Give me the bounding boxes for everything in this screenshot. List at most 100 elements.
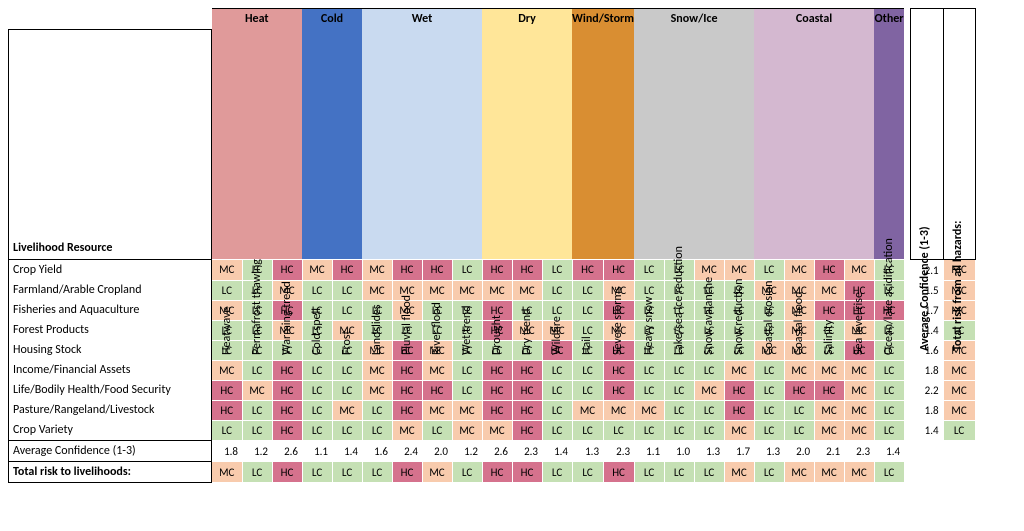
risk-cell: HC [603, 380, 634, 400]
risk-cell: MC [392, 420, 422, 441]
risk-cell: LC [212, 280, 243, 300]
avg-confidence-header: Average Confidence (1-3) [911, 9, 944, 260]
risk-cell: HC [392, 380, 422, 400]
risk-matrix-table: HeatColdWetDryWind/StormSnow/IceCoastalO… [8, 8, 976, 483]
risk-cell: HC [512, 360, 542, 380]
risk-cell: HC [482, 400, 512, 420]
col-total: MC [724, 462, 754, 483]
col-total: MC [784, 462, 814, 483]
risk-cell: LC [542, 360, 572, 380]
risk-cell: HC [272, 400, 302, 420]
risk-cell: LC [572, 360, 603, 380]
risk-cell: HC [272, 380, 302, 400]
hazard-header: Cold spell [302, 29, 332, 260]
row-label: Pasture/Rangeland/Livestock [9, 400, 212, 420]
risk-cell: LC [572, 380, 603, 400]
col-avg: 1.0 [664, 441, 694, 462]
risk-cell: LC [634, 360, 664, 380]
risk-cell: LC [572, 300, 603, 320]
risk-cell: LC [422, 420, 452, 441]
risk-cell: MC [422, 360, 452, 380]
risk-cell: LC [542, 400, 572, 420]
risk-cell: LC [664, 420, 694, 441]
col-total: LC [694, 462, 724, 483]
risk-cell: LC [754, 420, 784, 441]
risk-cell: HC [724, 400, 754, 420]
risk-cell: LC [332, 280, 362, 300]
risk-cell: MC [422, 400, 452, 420]
col-total: MC [212, 462, 243, 483]
risk-cell: MC [212, 360, 243, 380]
risk-cell: LC [302, 360, 332, 380]
risk-cell: LC [754, 400, 784, 420]
risk-cell: MC [724, 360, 754, 380]
col-total: HC [392, 462, 422, 483]
risk-cell: HC [212, 380, 243, 400]
col-avg: 1.7 [724, 441, 754, 462]
risk-cell: MC [452, 280, 482, 300]
hazard-header: Heavy snow [634, 29, 664, 260]
risk-cell: LC [242, 400, 272, 420]
col-avg: 2.3 [512, 441, 542, 462]
hazard-header: Severe storms [603, 29, 634, 260]
risk-cell: MC [724, 420, 754, 441]
risk-cell: HC [724, 380, 754, 400]
risk-cell: LC [603, 420, 634, 441]
risk-cell: LC [784, 420, 814, 441]
row-label: Crop Variety [9, 420, 212, 441]
col-total: HC [482, 462, 512, 483]
col-total: HC [272, 462, 302, 483]
risk-cell: HC [482, 380, 512, 400]
total-risk-header: Total risk from all hazards: [943, 9, 975, 260]
col-avg: 2.3 [603, 441, 634, 462]
risk-cell: MC [362, 380, 392, 400]
risk-cell: LC [452, 380, 482, 400]
col-total: LC [542, 462, 572, 483]
risk-cell: HC [482, 360, 512, 380]
risk-cell: LC [332, 420, 362, 441]
risk-cell: HC [814, 300, 844, 320]
risk-cell: MC [242, 380, 272, 400]
row-label: Fisheries and Aquaculture [9, 300, 212, 320]
col-total: HC [603, 462, 634, 483]
risk-cell: LC [754, 380, 784, 400]
col-avg: 1.8 [212, 441, 243, 462]
row-label: Housing Stock [9, 340, 212, 360]
col-total: LC [634, 462, 664, 483]
col-total: LC [362, 462, 392, 483]
risk-cell: MC [422, 280, 452, 300]
col-total: LC [452, 462, 482, 483]
col-avg: 1.1 [634, 441, 664, 462]
row-label: Income/Financial Assets [9, 360, 212, 380]
risk-cell: HC [512, 380, 542, 400]
hazard-header: Salinity [814, 29, 844, 260]
risk-cell: LC [634, 380, 664, 400]
col-avg: 2.0 [422, 441, 452, 462]
row-total: MC [943, 360, 975, 380]
risk-cell: HC [392, 360, 422, 380]
risk-cell: LC [664, 400, 694, 420]
col-total: LC [302, 462, 332, 483]
risk-cell: HC [814, 380, 844, 400]
col-avg: 2.1 [814, 441, 844, 462]
hazard-header: River flood [422, 29, 452, 260]
col-avg: 2.6 [482, 441, 512, 462]
risk-cell: MC [482, 420, 512, 441]
risk-cell: MC [452, 400, 482, 420]
risk-cell: MC [814, 400, 844, 420]
col-avg: 1.3 [754, 441, 784, 462]
risk-cell: MC [482, 280, 512, 300]
hazard-header: Sea level rise [844, 29, 874, 260]
risk-cell: HC [512, 400, 542, 420]
col-total: LC [874, 462, 904, 483]
risk-cell: LC [634, 420, 664, 441]
risk-cell: MC [452, 420, 482, 441]
risk-cell: LC [332, 300, 362, 320]
col-avg: 1.1 [302, 441, 332, 462]
col-avg: 2.6 [272, 441, 302, 462]
row-avg: 1.8 [911, 400, 944, 420]
col-total: LC [332, 462, 362, 483]
hazard-header: Heatwave [212, 29, 243, 260]
risk-cell: MC [844, 400, 874, 420]
risk-cell: MC [694, 380, 724, 400]
